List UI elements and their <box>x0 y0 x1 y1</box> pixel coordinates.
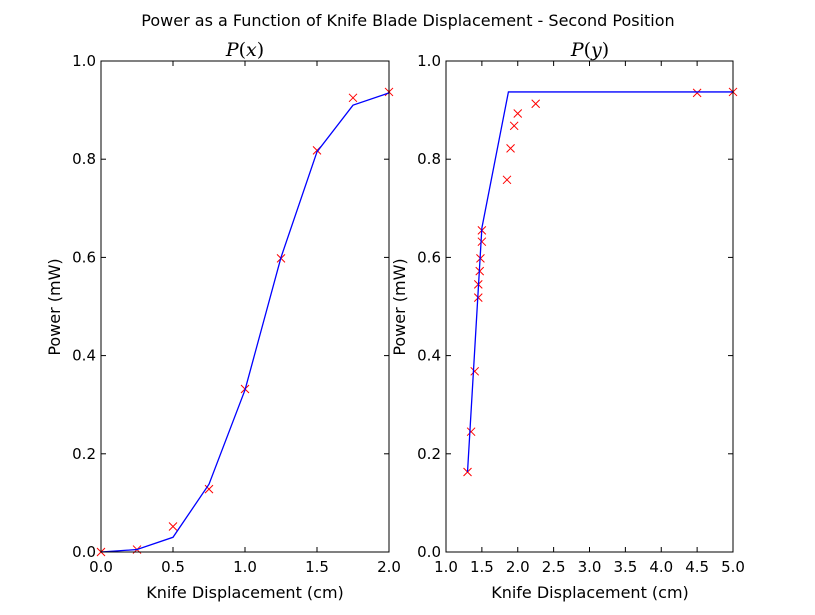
panel-py-ytick-label: 0.6 <box>417 248 441 266</box>
panel-py-ytick-label: 0.0 <box>417 543 441 561</box>
panel-px-ytick-label: 0.6 <box>72 248 96 266</box>
panel-px-xtick-label: 0.5 <box>161 558 185 576</box>
panel-py-marker-point <box>513 109 523 118</box>
panel-py-xtick-label: 1.5 <box>470 558 494 576</box>
panel-py-ylabel: Power (mW) <box>390 258 409 355</box>
panel-py-ytick-label: 1.0 <box>417 52 441 70</box>
panel-px-marker-point <box>348 93 358 103</box>
panel-py-axes-frame <box>445 60 734 553</box>
panel-px-title: P(x) <box>225 39 264 61</box>
panel-px-xtick-label: 2.0 <box>377 558 401 576</box>
panel-py-xtick-label: 3.5 <box>613 558 637 576</box>
panel-py-ytick-label: 0.2 <box>417 445 441 463</box>
figure-suptitle: Power as a Function of Knife Blade Displ… <box>141 11 674 30</box>
panel-py-xtick-label: 5.0 <box>721 558 745 576</box>
panel-py-marker-point <box>692 88 702 98</box>
panel-py-marker-point <box>470 366 480 376</box>
panel-px-plot-area: 0.0 0.5 1.0 1.5 2.0 0.0 0.2 0.4 0.6 0.8 1.0 <box>72 52 401 576</box>
panel-py-ytick-label: 0.8 <box>417 150 441 168</box>
panel-py-xtick-label: 2.5 <box>542 558 566 576</box>
panel-py-marker-point <box>466 427 476 437</box>
panel-px-xtick-label: 0.0 <box>89 558 113 576</box>
panel-py-series-line <box>466 91 733 473</box>
panel-py-marker-point <box>509 121 519 131</box>
panel-py-xlabel: Knife Displacement (cm) <box>491 583 689 602</box>
panel-px-marker-point <box>204 484 214 494</box>
panel-py-marker-point <box>531 99 541 109</box>
panel-px-axes-frame <box>100 60 390 553</box>
panel-px-xtick-label: 1.0 <box>233 558 257 576</box>
panel-py-ytick-label: 0.4 <box>417 347 441 365</box>
panel-px: P(x) 0.0 0.5 1.0 1.5 2.0 0.0 0.2 0.4 0.6 0.8 1.0 K… <box>45 39 401 602</box>
panel-py-marker-point <box>477 237 487 247</box>
panel-py-marker-point <box>506 144 515 153</box>
panel-px-marker-point <box>168 522 178 531</box>
panel-px-ytick-label: 0.0 <box>72 543 96 561</box>
panel-px-xlabel: Knife Displacement (cm) <box>146 583 344 602</box>
panel-px-ylabel: Power (mW) <box>45 258 64 355</box>
panel-px-ytick-label: 0.4 <box>72 347 96 365</box>
panel-py-title: P(y) <box>570 39 609 61</box>
panel-px-xtick-label: 1.5 <box>305 558 329 576</box>
panel-py-xtick-label: 4.0 <box>649 558 673 576</box>
panel-py-xtick-label: 2.0 <box>506 558 530 576</box>
panel-px-ytick-label: 0.2 <box>72 445 96 463</box>
panel-py-xtick-label: 4.5 <box>685 558 709 576</box>
panel-py-plot-area: 1.0 1.5 2.0 2.5 3.0 3.5 4.0 4.5 5.0 0.0 0.2 0.4 0.6 0… <box>417 52 745 576</box>
panel-py-marker-point <box>502 175 512 185</box>
panel-py: P(y) 1.0 1.5 2.0 2.5 3.0 3.5 4.0 4.5 5.0 0.0 0.2 0.… <box>390 39 745 602</box>
panel-py-xtick-label: 1.0 <box>434 558 458 576</box>
panel-px-ytick-label: 1.0 <box>72 52 96 70</box>
panel-px-ytick-label: 0.8 <box>72 150 96 168</box>
panel-px-series-line <box>100 92 390 553</box>
panel-py-xtick-label: 3.0 <box>578 558 602 576</box>
